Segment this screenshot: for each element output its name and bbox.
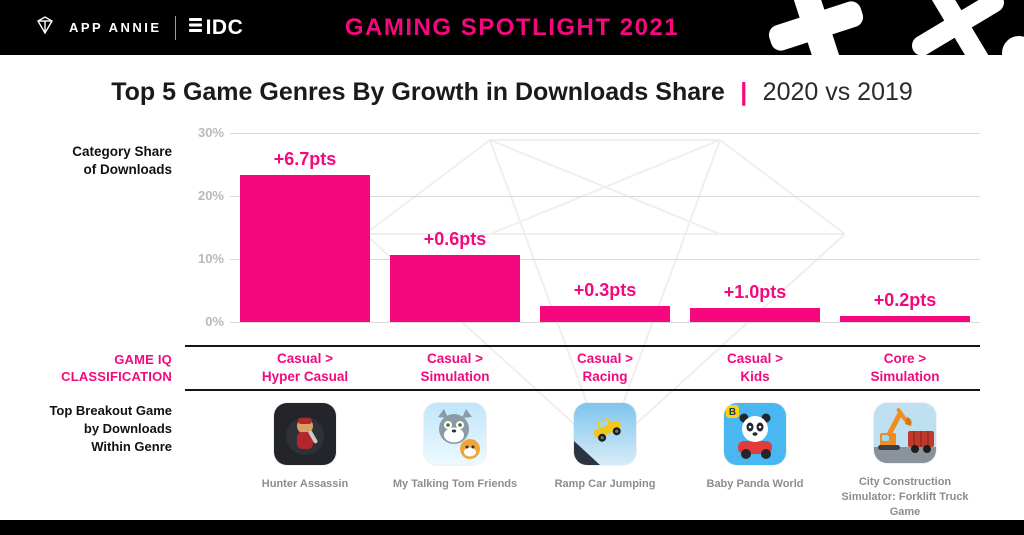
breakout-game-city-construction-simulator: City Construction Simulator: Forklift Tr… xyxy=(830,391,980,520)
page-title-period: 2020 vs 2019 xyxy=(762,78,913,106)
gridline-30 xyxy=(230,133,980,134)
growth-label: +6.7pts xyxy=(273,149,337,170)
game-name: Ramp Car Jumping xyxy=(554,478,656,490)
classification-core-simulation: Core > Simulation xyxy=(870,351,940,384)
game-name: Baby Panda World xyxy=(706,478,804,490)
gem-watermark-icon xyxy=(363,122,847,457)
ytick-20: 20% xyxy=(197,188,224,203)
classification-racing: Casual > Racing xyxy=(577,351,633,384)
app-annie-gem-icon xyxy=(34,15,56,40)
bar-racing xyxy=(540,306,670,322)
gridline-0-baseline xyxy=(230,322,980,323)
dpad-decoration-icon xyxy=(756,0,877,55)
svg-text:B: B xyxy=(729,407,736,418)
cross-button-decoration-icon xyxy=(897,0,1018,55)
bar-core-simulation xyxy=(840,315,970,322)
ytick-30: 30% xyxy=(197,125,224,140)
header-bar: APP ANNIE IDC GAMING SPOTLIGHT 2021 xyxy=(0,0,1024,55)
header-divider xyxy=(174,15,176,40)
breakout-game-ramp-car-jumping: Ramp Car Jumping xyxy=(530,391,680,520)
app-annie-wordmark: APP ANNIE xyxy=(69,20,162,35)
idc-logo: IDC xyxy=(188,15,244,40)
page-title: Top 5 Game Genres By Growth in Downloads… xyxy=(0,78,1024,107)
breakout-game-baby-panda-world: B Baby Panda World xyxy=(680,391,830,520)
gridline-10 xyxy=(230,259,980,260)
idc-wordmark: IDC xyxy=(205,15,244,39)
growth-label: +0.2pts xyxy=(873,289,937,310)
bar-column-hyper-casual: +6.7pts xyxy=(230,133,380,322)
classification-kids: Casual > Kids xyxy=(727,351,783,384)
gridline-20 xyxy=(230,196,980,197)
axis-label-category-share: Category Share of Downloads xyxy=(72,144,172,178)
footer-bar xyxy=(0,520,1024,535)
growth-label: +0.6pts xyxy=(423,229,487,250)
game-name: My Talking Tom Friends xyxy=(392,478,518,490)
ramp-car-jumping-icon xyxy=(574,403,636,465)
baby-panda-world-icon: B xyxy=(724,403,786,465)
growth-label: +0.3pts xyxy=(573,280,637,301)
breakout-band: Hunter Assassin xyxy=(185,391,980,520)
hunter-assassin-icon xyxy=(274,403,336,465)
bar-column-racing: +0.3pts xyxy=(530,133,680,322)
bar-hyper-casual xyxy=(240,175,370,322)
growth-label: +1.0pts xyxy=(723,281,787,302)
bar-kids xyxy=(690,307,820,322)
classification-simulation: Casual > Simulation xyxy=(420,351,490,384)
ytick-0: 0% xyxy=(205,314,224,329)
bar-chart: +6.7pts +0.6pts +0.3pts +1.0pts +0.2pts xyxy=(230,133,980,322)
classification-band: Casual > Hyper Casual Casual > Simulatio… xyxy=(185,345,980,391)
page-title-divider: | xyxy=(740,78,748,106)
classification-hyper-casual: Casual > Hyper Casual xyxy=(261,351,349,384)
bar-simulation xyxy=(390,255,520,322)
report-title: GAMING SPOTLIGHT 2021 xyxy=(344,13,680,41)
game-name: Hunter Assassin xyxy=(261,478,349,490)
bar-column-kids: +1.0pts xyxy=(680,133,830,322)
button-circle-decoration-icon xyxy=(1002,36,1024,55)
breakout-games-label: Top Breakout Game by Downloads Within Ge… xyxy=(49,403,172,455)
idc-bars-icon xyxy=(188,17,202,38)
my-talking-tom-friends-icon xyxy=(424,403,486,465)
page-title-main: Top 5 Game Genres By Growth in Downloads… xyxy=(111,78,725,106)
ytick-10: 10% xyxy=(197,251,224,266)
city-construction-simulator-icon xyxy=(874,403,936,464)
game-name: City Construction Simulator: Forklift Tr… xyxy=(841,476,969,519)
bar-column-simulation: +0.6pts xyxy=(380,133,530,322)
bar-column-core-simulation: +0.2pts xyxy=(830,133,980,322)
breakout-game-hunter-assassin: Hunter Assassin xyxy=(230,391,380,520)
header-brands: APP ANNIE IDC xyxy=(34,0,243,55)
game-iq-classification-label: GAME IQ CLASSIFICATION xyxy=(61,352,172,384)
breakout-game-my-talking-tom-friends: My Talking Tom Friends xyxy=(380,391,530,520)
